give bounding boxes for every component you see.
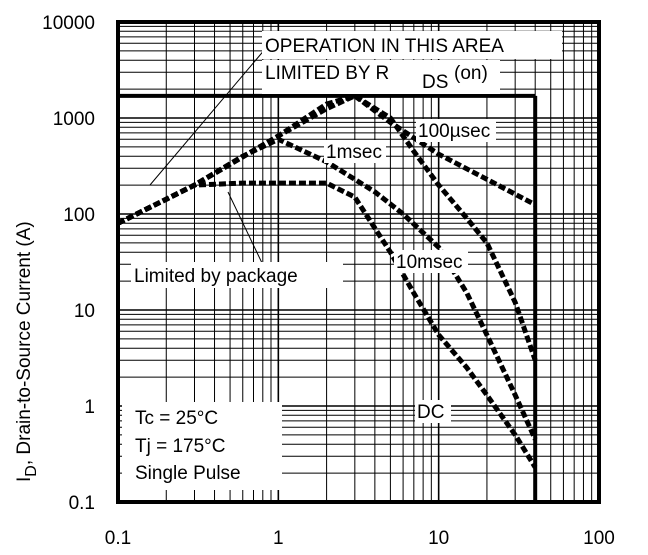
series-label: 10msec bbox=[396, 252, 463, 273]
x-tick-label: 10 bbox=[428, 528, 449, 549]
condition-tj: Tj = 175°C bbox=[135, 436, 226, 457]
y-axis-label: ID, Drain-to-Source Current (A) bbox=[14, 221, 40, 482]
x-tick-labels: 0.1 1 10 100 bbox=[105, 528, 615, 549]
y-axis-label-symbol: I bbox=[14, 477, 35, 482]
y-tick-label: 0.1 bbox=[69, 493, 95, 514]
y-tick-label: 100 bbox=[63, 205, 95, 226]
series-label-bg bbox=[416, 119, 496, 142]
series-line-dc bbox=[116, 180, 538, 469]
rds-label-bg-2 bbox=[262, 60, 500, 94]
y-tick-label: 1000 bbox=[53, 109, 95, 130]
series-label-bg bbox=[394, 250, 468, 273]
y-axis-label-subscript: D bbox=[23, 465, 40, 477]
plot-frame bbox=[116, 20, 601, 504]
y-tick-label: 10000 bbox=[42, 13, 95, 34]
condition-tc: Tc = 25°C bbox=[135, 408, 218, 429]
series-line-10msec bbox=[116, 136, 538, 441]
series-label: 1msec bbox=[326, 142, 382, 163]
rds-annotation-subscript: DS bbox=[422, 72, 448, 93]
rds-annotation-tail: (on) bbox=[454, 63, 488, 84]
series-label-bg bbox=[415, 400, 451, 423]
conditions-bg bbox=[122, 402, 282, 490]
x-tick-label: 0.1 bbox=[105, 528, 131, 549]
y-tick-label: 1 bbox=[84, 397, 95, 418]
rds-annotation-line1: OPERATION IN THIS AREA bbox=[265, 36, 504, 57]
series-group bbox=[116, 93, 538, 469]
package-label-bg bbox=[131, 262, 343, 288]
series-label: DC bbox=[417, 402, 444, 423]
rds-label-bg bbox=[262, 31, 562, 59]
rds-leader-line bbox=[149, 47, 267, 186]
series-label: 100µsec bbox=[418, 121, 490, 142]
rds-annotation-line2: LIMITED BY R bbox=[265, 63, 389, 84]
series-label-bg bbox=[324, 140, 386, 163]
series-labels: 100µsec 1msec 10msec DC bbox=[324, 119, 496, 423]
x-tick-label: 1 bbox=[273, 528, 284, 549]
x-tick-label: 100 bbox=[583, 528, 615, 549]
y-tick-label: 10 bbox=[74, 301, 95, 322]
package-leader-line bbox=[227, 191, 263, 264]
package-annotation: Limited by package bbox=[134, 266, 298, 287]
y-tick-labels: 0.1 1 10 100 1000 10000 bbox=[42, 13, 95, 514]
y-axis-label-text: Drain-to-Source Current (A) bbox=[14, 221, 35, 454]
condition-pulse: Single Pulse bbox=[135, 463, 241, 484]
